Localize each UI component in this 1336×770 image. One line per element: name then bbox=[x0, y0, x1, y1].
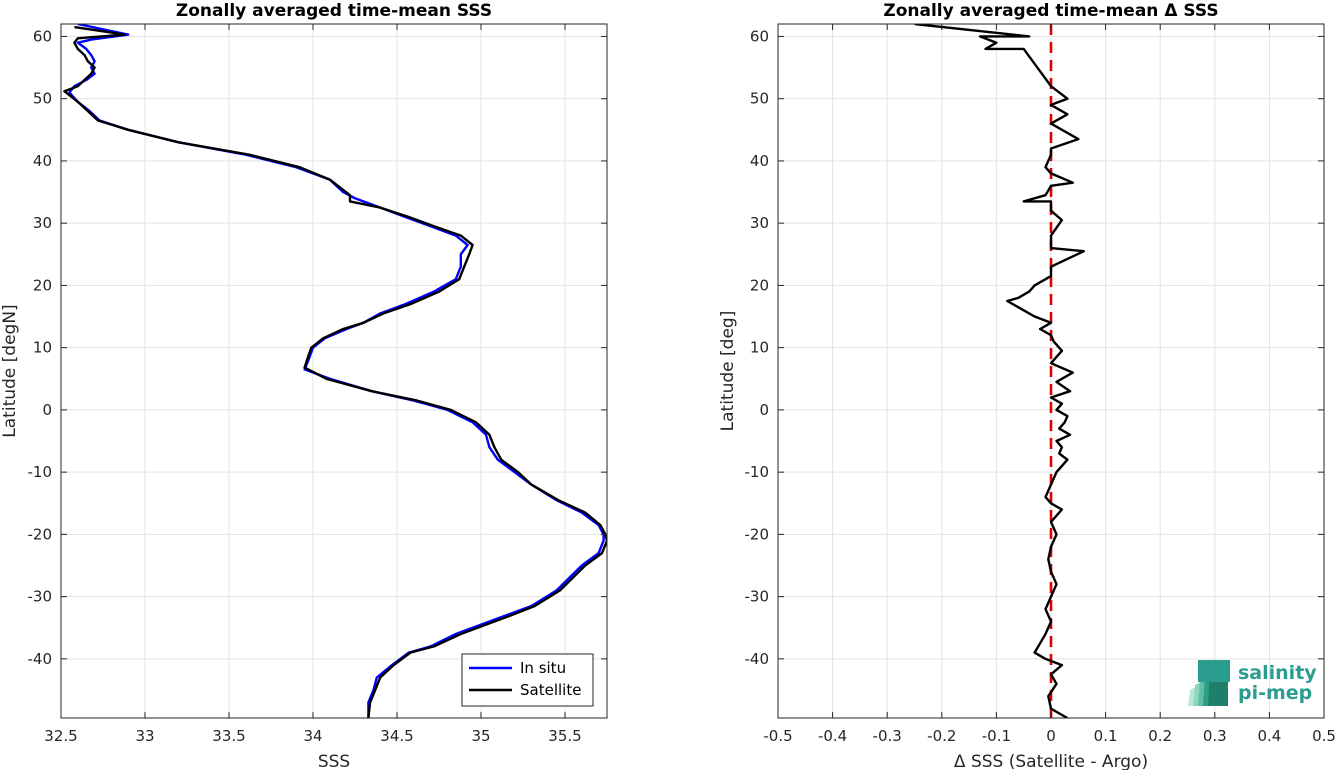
legend-box bbox=[461, 653, 594, 707]
y-tick-label: -10 bbox=[745, 463, 770, 481]
y-tick-label: 30 bbox=[33, 214, 52, 232]
x-tick-label: 34 bbox=[303, 727, 322, 745]
y-tick-label: 40 bbox=[750, 152, 769, 170]
logo-text-line2: pi-mep bbox=[1238, 682, 1312, 704]
legend-entry: In situ bbox=[520, 659, 566, 677]
y-tick-label: 60 bbox=[750, 27, 769, 45]
y-tick-label: -40 bbox=[745, 650, 770, 668]
y-tick-label: 60 bbox=[33, 27, 52, 45]
series-line-satellite bbox=[63, 25, 607, 718]
x-axis-label: Δ SSS (Satellite - Argo) bbox=[954, 752, 1148, 770]
y-tick-label: -30 bbox=[745, 588, 770, 606]
x-tick-label: 34.5 bbox=[380, 727, 413, 745]
x-tick-label: -0.4 bbox=[818, 727, 847, 745]
y-tick-label: 10 bbox=[750, 339, 769, 357]
series-line-delta-sss bbox=[914, 24, 1085, 718]
x-tick-label: 32.5 bbox=[44, 727, 77, 745]
y-axis-label: Latitude [degN] bbox=[0, 304, 20, 437]
x-tick-label: 0 bbox=[1046, 727, 1056, 745]
y-tick-label: -20 bbox=[28, 525, 53, 543]
y-tick-label: 50 bbox=[750, 90, 769, 108]
axes-box bbox=[60, 23, 608, 719]
x-tick-label: 33.5 bbox=[212, 727, 245, 745]
logo-block-icon bbox=[1198, 660, 1230, 682]
x-tick-label: -0.1 bbox=[982, 727, 1011, 745]
plot-background bbox=[61, 24, 607, 718]
x-tick-label: 33 bbox=[135, 727, 154, 745]
x-tick-label: 35.5 bbox=[548, 727, 581, 745]
x-tick-label: 0.3 bbox=[1203, 727, 1227, 745]
legend-entry: Satellite bbox=[520, 681, 581, 699]
x-axis-label: SSS bbox=[318, 752, 350, 770]
x-tick-label: 35 bbox=[471, 727, 490, 745]
y-tick-label: -10 bbox=[28, 463, 53, 481]
y-tick-label: 20 bbox=[750, 276, 769, 294]
y-tick-label: -40 bbox=[28, 650, 53, 668]
y-tick-label: 10 bbox=[33, 339, 52, 357]
x-tick-label: 0.4 bbox=[1257, 727, 1281, 745]
chart-title: Zonally averaged time-mean SSS bbox=[176, 1, 492, 21]
plot-2: -0.5 -0.4 -0.3 -0.2 -0.1 0 0.1 0.2 0.3 0.4 0.5 -40 -… bbox=[718, 1, 1336, 770]
x-tick-label: -0.3 bbox=[873, 727, 902, 745]
x-tick-label: -0.5 bbox=[763, 727, 792, 745]
x-tick-label: 0.5 bbox=[1312, 727, 1336, 745]
y-tick-label: 30 bbox=[750, 214, 769, 232]
y-tick-label: -20 bbox=[745, 525, 770, 543]
x-tick-label: -0.2 bbox=[927, 727, 956, 745]
plot-1: 32.5 33 33.5 34 34.5 35 35.5 -40 -30 -20 -10 0 10 20 3… bbox=[0, 1, 608, 770]
chart-title: Zonally averaged time-mean Δ SSS bbox=[883, 1, 1218, 21]
y-tick-label: -30 bbox=[28, 588, 53, 606]
y-tick-label: 20 bbox=[33, 276, 52, 294]
legend: In situ Satellite bbox=[461, 653, 594, 707]
y-tick-label: 0 bbox=[759, 401, 769, 419]
y-tick-label: 0 bbox=[42, 401, 52, 419]
y-axis-label: Latitude [deg] bbox=[718, 311, 738, 432]
x-tick-label: 0.1 bbox=[1094, 727, 1118, 745]
logo-text-line1: salinity bbox=[1238, 662, 1317, 684]
y-tick-label: 40 bbox=[33, 152, 52, 170]
x-tick-label: 0.2 bbox=[1148, 727, 1172, 745]
y-tick-label: 50 bbox=[33, 90, 52, 108]
